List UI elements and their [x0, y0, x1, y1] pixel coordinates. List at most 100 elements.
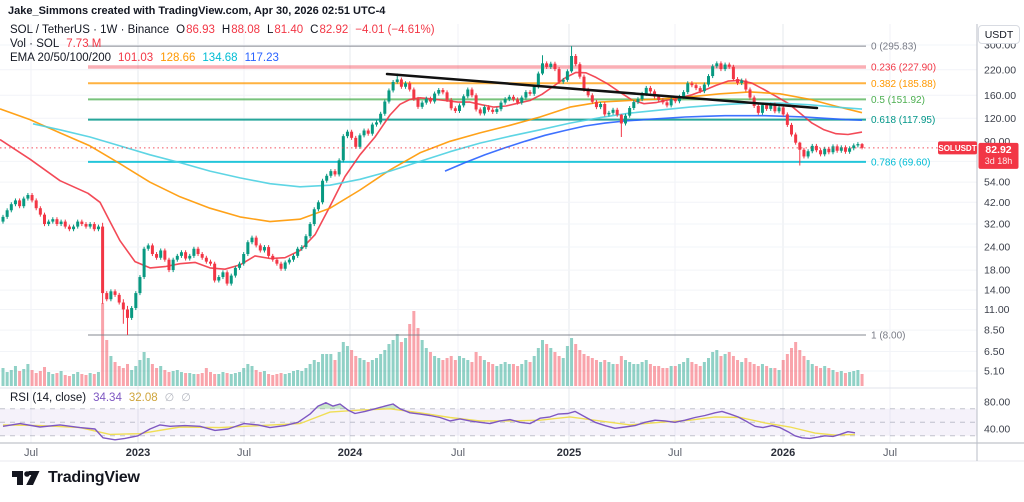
candle-body [300, 247, 304, 249]
volume-bar [379, 354, 383, 386]
candle-body [345, 131, 349, 137]
attribution-text: Jake_Simmons created with TradingView.co… [8, 5, 386, 17]
price-tick-label: 160.00 [984, 90, 1016, 102]
time-tick-label: 2026 [771, 447, 795, 459]
rsi-legend-row[interactable]: RSI (14, close) 34.34 32.08 ∅ ∅ [10, 391, 191, 405]
fib-level-label: 0.786 (69.60) [871, 157, 931, 168]
volume-bar [482, 360, 486, 386]
fib-level-label: 0.5 (151.92) [871, 95, 925, 106]
candle-body [428, 98, 432, 102]
currency-toggle-button[interactable]: USDT [978, 25, 1020, 44]
axis-price-badge [978, 142, 1019, 169]
candle-body [225, 272, 229, 284]
volume-bar [254, 370, 258, 386]
volume-bar [545, 344, 549, 386]
candle-body [777, 107, 781, 112]
price-tick-label: 32.00 [984, 219, 1010, 231]
candle-body [437, 89, 441, 94]
ema-legend-row[interactable]: EMA 20/50/100/200 101.03 128.66 134.68 1… [10, 51, 435, 65]
volume-bar [516, 366, 520, 386]
volume-bar [72, 374, 76, 386]
candle-body [503, 99, 507, 103]
volume-bar [67, 376, 71, 386]
volume-bar [246, 364, 250, 386]
volume-bar [603, 360, 607, 386]
candle-body [561, 79, 565, 82]
candle-body [184, 252, 188, 259]
candle-body [665, 102, 669, 106]
volume-bar [167, 372, 171, 386]
symbol-legend-row[interactable]: SOL / TetherUS · 1W · Binance O 86.93 H 88… [10, 23, 435, 37]
tradingview-logo[interactable]: TradingView [12, 467, 140, 489]
price-tick-label: 6.50 [984, 346, 1005, 358]
candle-body [528, 92, 532, 94]
candle-body [209, 261, 212, 264]
candle-body [748, 89, 752, 98]
time-axis[interactable]: Jul 2023 Jul 2024 Jul 2025 Jul 2026 Jul [24, 447, 897, 459]
candle-body [773, 104, 777, 112]
candle-body [271, 255, 275, 260]
volume-bar [391, 340, 395, 386]
volume-bar [358, 358, 362, 386]
candle-body [449, 99, 453, 109]
volume-bar [88, 373, 92, 386]
volume-bar [507, 364, 511, 386]
volume-bar [34, 373, 38, 386]
volume-bar [831, 370, 835, 386]
time-tick-label: Jul [237, 447, 251, 459]
candle-body [607, 112, 611, 115]
candle-body [242, 254, 246, 264]
volume-bar [43, 367, 46, 386]
volume-bar [188, 373, 192, 386]
candle-body [677, 96, 681, 102]
volume-bar [204, 368, 208, 386]
candle-body [5, 210, 9, 217]
candle-body [350, 131, 354, 138]
volume-bar [55, 373, 59, 386]
volume-bar [354, 356, 358, 386]
candle-body [192, 248, 196, 256]
candle-body [51, 219, 55, 222]
candle-body [790, 124, 793, 135]
candle-body [769, 104, 773, 109]
candle-body [22, 198, 26, 207]
candle-body [727, 64, 731, 67]
volume-bar [694, 364, 698, 386]
candle-body [682, 92, 686, 97]
volume-bar [420, 340, 424, 386]
volume-bar [196, 374, 200, 386]
volume-bar [673, 366, 677, 386]
candle-body [159, 250, 163, 258]
volume-bar [113, 362, 117, 386]
volume-bar [860, 374, 864, 386]
ema200-line [444, 114, 863, 172]
candle-body [744, 80, 748, 90]
volume-bar [441, 360, 445, 386]
volume-bar [341, 342, 345, 386]
volume-bar [648, 364, 652, 386]
volume-bar [283, 374, 287, 386]
volume-bar [117, 366, 121, 386]
volume-bar [416, 328, 420, 386]
candle-body [138, 277, 142, 294]
volume-bar [698, 366, 702, 386]
candle-body [453, 108, 457, 111]
volume-bar [785, 354, 789, 386]
candle-body [80, 221, 84, 225]
candle-body [781, 107, 785, 115]
price-axis[interactable]: 300.00220.00160.00120.0090.0070.0054.004… [984, 40, 1016, 436]
candle-body [582, 76, 586, 90]
volume-bar [781, 360, 785, 386]
candle-body [624, 115, 627, 124]
volume-bar [242, 368, 246, 386]
volume-bar [316, 362, 320, 386]
candle-body [487, 107, 491, 110]
volume-value: 7.73 M [66, 38, 102, 50]
candle-body [619, 114, 623, 124]
candle-body [470, 89, 474, 96]
volume-bar [59, 371, 63, 386]
volume-bar [740, 362, 744, 386]
volume-legend-row[interactable]: Vol · SOL 7.73 M [10, 37, 435, 51]
candle-body [155, 254, 159, 258]
